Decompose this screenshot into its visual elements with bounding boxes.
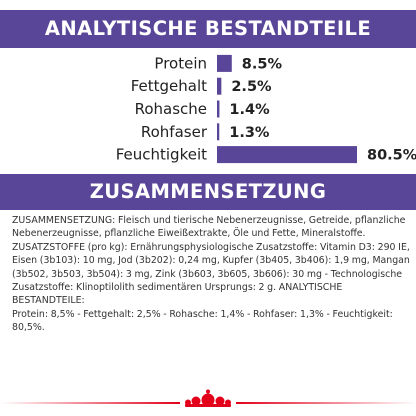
value-label-protein: 8.5%: [242, 56, 283, 72]
footer-line-right: [236, 402, 416, 404]
composition-text: ZUSAMMENSETZUNG: Fleisch und tierische N…: [12, 215, 410, 334]
category-label-feuchtigkeit: Feuchtigkeit: [116, 146, 207, 164]
category-label-rohasche: Rohasche: [135, 100, 207, 118]
footer-line-left: [0, 402, 180, 404]
composition-title-banner: ZUSAMMENSETZUNG: [0, 174, 416, 210]
bar-rohasche: [217, 100, 220, 118]
bar-fettgehalt: [217, 77, 222, 95]
category-label-fettgehalt: Fettgehalt: [131, 77, 207, 95]
bar-feuchtigkeit: [217, 146, 357, 164]
analysis-title-banner: ANALYTISCHE BESTANDTEILE: [0, 10, 416, 48]
value-label-rohfaser: 1.3%: [229, 125, 270, 141]
category-label-protein: Protein: [154, 54, 207, 72]
category-label-rohfaser: Rohfaser: [141, 123, 208, 141]
bar-rohfaser: [217, 123, 220, 141]
nutrient-bar-chart-svg: Protein 8.5% Fettgehalt 2.5% Rohasche 1.4% Roh…: [116, 54, 416, 164]
nutrient-bar-chart: Protein 8.5% Fettgehalt 2.5% Rohasche 1.4% Roh…: [0, 48, 416, 174]
composition-title: ZUSAMMENSETZUNG: [89, 180, 327, 203]
value-label-rohasche: 1.4%: [229, 102, 270, 118]
value-label-fettgehalt: 2.5%: [231, 79, 272, 95]
value-label-feuchtigkeit: 80.5%: [367, 148, 416, 164]
bar-protein: [217, 54, 232, 72]
analysis-title: ANALYTISCHE BESTANDTEILE: [44, 17, 372, 40]
footer-brand-line: [0, 389, 416, 407]
royal-canin-crown-icon: [185, 389, 231, 407]
